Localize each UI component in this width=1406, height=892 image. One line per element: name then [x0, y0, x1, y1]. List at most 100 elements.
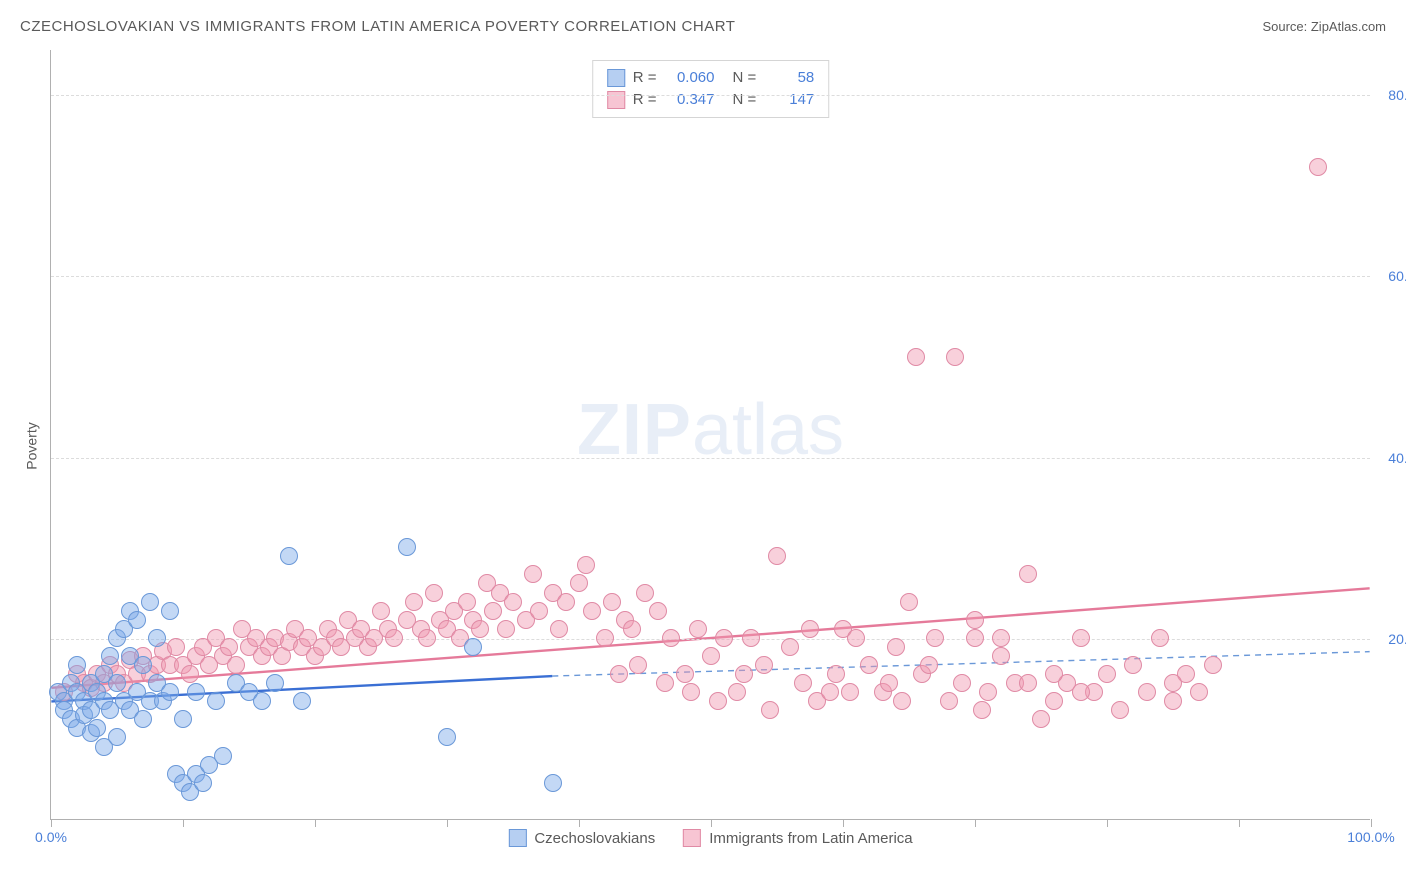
data-point-pink — [926, 629, 944, 647]
data-point-pink — [405, 593, 423, 611]
legend-item-blue: Czechoslovakians — [508, 829, 655, 847]
data-point-blue — [161, 602, 179, 620]
data-point-pink — [458, 593, 476, 611]
data-point-pink — [966, 611, 984, 629]
data-point-pink — [973, 701, 991, 719]
data-point-pink — [603, 593, 621, 611]
data-point-pink — [577, 556, 595, 574]
xtick — [1371, 819, 1372, 827]
data-point-pink — [1032, 710, 1050, 728]
plot-area: ZIPatlas R = 0.060 N = 58 R = 0.347 N = … — [50, 50, 1370, 820]
swatch-pink-icon — [607, 91, 625, 109]
ytick-label: 20.0% — [1388, 631, 1406, 647]
ytick-label: 80.0% — [1388, 87, 1406, 103]
data-point-pink — [1019, 674, 1037, 692]
data-point-pink — [715, 629, 733, 647]
data-point-blue — [141, 593, 159, 611]
swatch-blue-icon — [607, 69, 625, 87]
stats-row-blue: R = 0.060 N = 58 — [607, 67, 815, 89]
data-point-pink — [484, 602, 502, 620]
xtick — [183, 819, 184, 827]
data-point-pink — [907, 348, 925, 366]
data-point-blue — [174, 710, 192, 728]
data-point-pink — [992, 647, 1010, 665]
grid-line — [51, 458, 1370, 459]
title-bar: CZECHOSLOVAKIAN VS IMMIGRANTS FROM LATIN… — [20, 18, 1386, 35]
data-point-blue — [68, 656, 86, 674]
data-point-pink — [583, 602, 601, 620]
y-axis-label: Poverty — [24, 422, 40, 469]
data-point-pink — [524, 565, 542, 583]
data-point-blue — [108, 728, 126, 746]
data-point-pink — [827, 665, 845, 683]
xtick — [447, 819, 448, 827]
data-point-pink — [735, 665, 753, 683]
data-point-blue — [134, 656, 152, 674]
data-point-pink — [946, 348, 964, 366]
data-point-pink — [689, 620, 707, 638]
legend-item-pink: Immigrants from Latin America — [683, 829, 912, 847]
legend-bottom: Czechoslovakians Immigrants from Latin A… — [508, 829, 912, 847]
xtick — [1107, 819, 1108, 827]
data-point-pink — [742, 629, 760, 647]
data-point-blue — [194, 774, 212, 792]
data-point-pink — [860, 656, 878, 674]
data-point-pink — [755, 656, 773, 674]
data-point-pink — [682, 683, 700, 701]
chart-title: CZECHOSLOVAKIAN VS IMMIGRANTS FROM LATIN… — [20, 18, 735, 35]
data-point-blue — [398, 538, 416, 556]
data-point-blue — [266, 674, 284, 692]
data-point-pink — [227, 656, 245, 674]
data-point-pink — [1111, 701, 1129, 719]
grid-line — [51, 276, 1370, 277]
data-point-pink — [768, 547, 786, 565]
data-point-pink — [372, 602, 390, 620]
data-point-pink — [629, 656, 647, 674]
xtick-label: 100.0% — [1347, 829, 1394, 845]
data-point-pink — [220, 638, 238, 656]
data-point-pink — [662, 629, 680, 647]
stats-row-pink: R = 0.347 N = 147 — [607, 89, 815, 111]
data-point-pink — [940, 692, 958, 710]
data-point-pink — [1019, 565, 1037, 583]
data-point-pink — [979, 683, 997, 701]
data-point-pink — [530, 602, 548, 620]
data-point-pink — [471, 620, 489, 638]
data-point-blue — [280, 547, 298, 565]
xtick — [711, 819, 712, 827]
data-point-blue — [544, 774, 562, 792]
xtick — [51, 819, 52, 827]
data-point-pink — [623, 620, 641, 638]
data-point-blue — [134, 710, 152, 728]
data-point-pink — [504, 593, 522, 611]
swatch-blue-icon — [508, 829, 526, 847]
data-point-pink — [1164, 692, 1182, 710]
data-point-pink — [1072, 683, 1090, 701]
xtick-label: 0.0% — [35, 829, 67, 845]
data-point-pink — [1190, 683, 1208, 701]
data-point-pink — [636, 584, 654, 602]
xtick — [843, 819, 844, 827]
data-point-pink — [385, 629, 403, 647]
data-point-pink — [1138, 683, 1156, 701]
data-point-blue — [214, 747, 232, 765]
xtick — [579, 819, 580, 827]
legend-label: Czechoslovakians — [534, 830, 655, 847]
data-point-pink — [1045, 665, 1063, 683]
data-point-blue — [187, 683, 205, 701]
swatch-pink-icon — [683, 829, 701, 847]
ytick-label: 40.0% — [1388, 450, 1406, 466]
data-point-pink — [676, 665, 694, 683]
data-point-pink — [1098, 665, 1116, 683]
data-point-blue — [101, 647, 119, 665]
stats-box: R = 0.060 N = 58 R = 0.347 N = 147 — [592, 60, 830, 118]
data-point-pink — [702, 647, 720, 665]
data-point-blue — [207, 692, 225, 710]
data-point-blue — [438, 728, 456, 746]
data-point-pink — [1151, 629, 1169, 647]
xtick — [1239, 819, 1240, 827]
data-point-pink — [497, 620, 515, 638]
data-point-pink — [596, 629, 614, 647]
data-point-pink — [794, 674, 812, 692]
data-point-pink — [728, 683, 746, 701]
